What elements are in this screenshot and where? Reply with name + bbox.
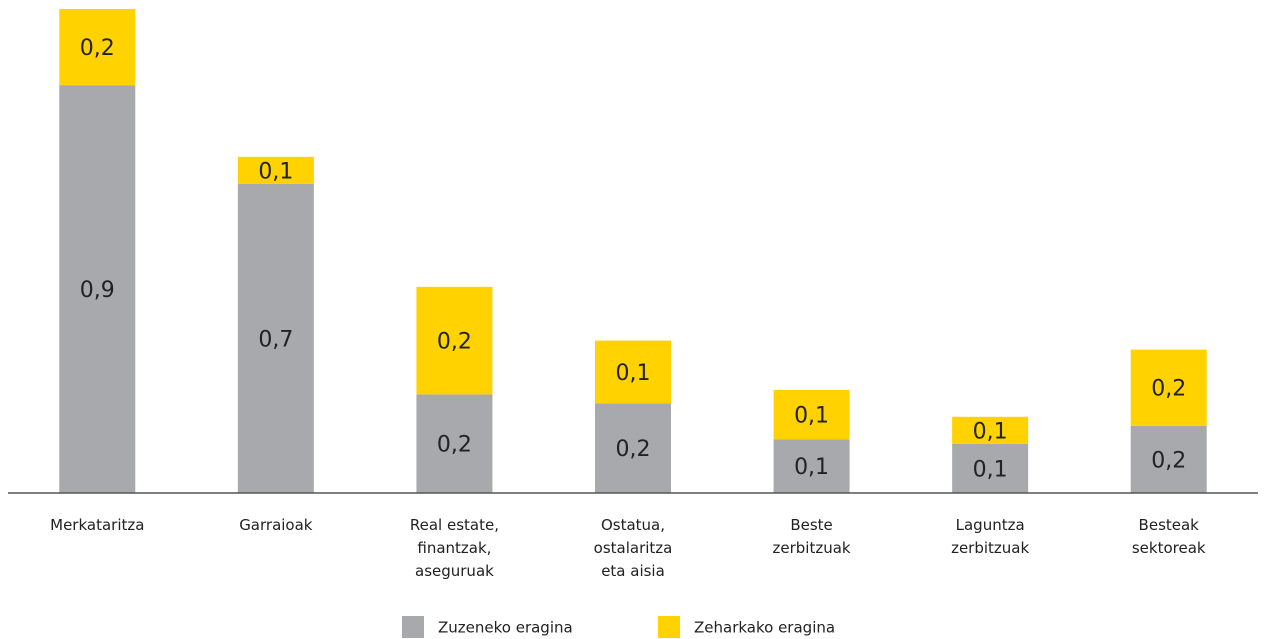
bar-segment (952, 443, 1029, 493)
bar-segment (1130, 425, 1207, 493)
x-tick-label: Laguntza zerbitzuak (951, 516, 1029, 557)
x-tick-label: Garraioak (239, 516, 313, 534)
value-label: 0,9 (80, 278, 115, 303)
x-tick-label: Ostatua, ostalaritza eta aisia (594, 516, 673, 580)
x-tick-label: Beste zerbitzuak (773, 516, 851, 557)
value-label: 0,2 (1151, 448, 1186, 473)
legend-label: Zuzeneko eragina (438, 619, 573, 637)
legend-swatch (658, 616, 680, 638)
value-label: 0,1 (794, 404, 829, 429)
value-label: 0,1 (973, 457, 1008, 482)
value-label: 0,2 (437, 433, 472, 458)
x-tick-label: Real estate, finantzak, aseguruak (410, 516, 499, 580)
bar-segment (237, 183, 314, 493)
bar-segment (952, 416, 1029, 444)
bar-segment (59, 8, 136, 86)
value-label: 0,2 (437, 330, 472, 355)
x-tick-label: Merkataritza (50, 516, 144, 534)
bar-segment (773, 389, 850, 440)
bar-segment (59, 85, 136, 494)
value-label: 0,7 (258, 327, 293, 352)
bar-segment (416, 394, 493, 493)
bar-segment (595, 403, 671, 493)
bar-segment (1130, 349, 1207, 426)
legend-label: Zeharkako eragina (694, 619, 835, 637)
value-label: 0,2 (80, 36, 115, 61)
bar-segment (773, 439, 850, 493)
legend-swatch (402, 616, 424, 638)
x-tick-label: Besteak sektoreak (1132, 516, 1206, 557)
bar-segment (595, 340, 671, 404)
value-label: 0,1 (973, 419, 1008, 444)
value-label: 0,1 (258, 159, 293, 184)
value-label: 0,2 (1151, 377, 1186, 402)
value-label: 0,1 (616, 361, 651, 386)
bar-segment (416, 286, 493, 395)
value-label: 0,2 (616, 437, 651, 462)
bar-segment (237, 156, 314, 184)
value-label: 0,1 (794, 455, 829, 480)
